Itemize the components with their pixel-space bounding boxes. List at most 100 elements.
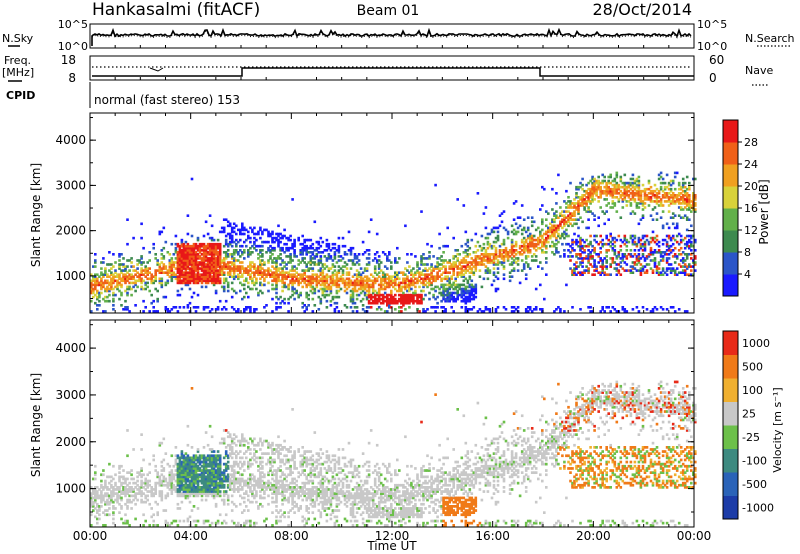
power-cell <box>371 281 375 285</box>
power-cell <box>126 279 129 283</box>
power-cell <box>665 308 669 311</box>
power-cell <box>641 253 645 256</box>
power-cell <box>460 244 464 248</box>
velocity-cell <box>186 454 190 458</box>
power-cell <box>426 257 429 260</box>
power-cell <box>607 218 610 221</box>
power-cell <box>178 244 182 248</box>
power-cell <box>321 269 325 272</box>
power-cell <box>142 310 145 313</box>
power-cell <box>235 242 238 246</box>
power-cell <box>367 261 371 264</box>
power-cell <box>683 198 687 201</box>
velocity-cell <box>184 475 188 479</box>
power-cell <box>214 308 218 311</box>
power-cell <box>520 244 524 248</box>
power-cell <box>253 310 256 313</box>
velocity-cell <box>182 475 186 479</box>
power-cell <box>645 308 649 311</box>
power-cell <box>114 279 117 283</box>
power-cell <box>430 287 433 291</box>
velocity-cell <box>146 483 149 487</box>
velocity-cell <box>94 492 97 495</box>
power-cell <box>106 285 109 289</box>
power-cell <box>482 310 486 313</box>
velocity-cell <box>192 469 196 472</box>
power-cell <box>232 271 236 274</box>
power-cell <box>685 196 689 199</box>
power-cell <box>168 265 172 268</box>
power-cell <box>317 251 321 254</box>
velocity-cell <box>152 513 155 517</box>
power-cell <box>299 293 302 297</box>
power-cell <box>428 279 431 283</box>
power-cell <box>510 238 514 242</box>
power-cell <box>383 295 387 299</box>
power-cell <box>160 261 164 264</box>
power-cell <box>488 242 492 246</box>
power-cell <box>591 194 594 197</box>
power-cell <box>615 185 619 189</box>
power-cell <box>502 277 506 281</box>
power-cell <box>120 269 123 272</box>
power-cell <box>247 230 250 234</box>
power-cell <box>692 244 695 248</box>
power-cell <box>458 261 461 264</box>
power-cell <box>202 259 206 262</box>
power-cell <box>361 304 365 307</box>
power-cell <box>281 279 284 283</box>
power-cell <box>589 257 592 260</box>
power-cell <box>184 265 188 268</box>
power-cell <box>400 310 403 313</box>
power-cell <box>196 244 200 248</box>
power-cell <box>412 279 415 283</box>
power-cell <box>182 279 186 283</box>
power-cell <box>94 293 97 297</box>
power-cell <box>555 308 558 311</box>
power-cell <box>563 232 566 236</box>
velocity-cell <box>136 492 139 495</box>
power-cell <box>335 273 339 276</box>
power-cell <box>174 261 178 264</box>
power-cell <box>579 261 582 264</box>
power-cell <box>160 271 164 274</box>
power-cell <box>651 271 655 274</box>
velocity-cell <box>122 486 125 489</box>
power-cell <box>230 226 234 230</box>
power-cell <box>567 200 570 203</box>
power-cell <box>120 277 123 281</box>
power-cell <box>655 196 659 199</box>
power-cell <box>108 269 111 272</box>
velocity-cell <box>158 494 162 498</box>
power-cell <box>430 265 433 268</box>
power-cell <box>472 297 476 301</box>
power-cell <box>94 265 97 268</box>
power-cell <box>692 206 695 209</box>
power-cell <box>210 246 214 250</box>
power-cell <box>659 198 663 201</box>
power-cell <box>210 244 214 248</box>
power-cell <box>291 279 294 283</box>
power-cell <box>333 255 337 258</box>
power-cell <box>418 299 421 303</box>
power-cell <box>293 287 296 291</box>
power-cell <box>496 259 500 262</box>
power-cell <box>313 273 317 276</box>
power-cell <box>329 275 333 278</box>
power-cell <box>639 273 643 276</box>
power-cell <box>305 295 308 299</box>
velocity-cell <box>130 494 133 498</box>
velocity-cell <box>96 486 99 489</box>
power-cell <box>188 287 192 291</box>
power-cell <box>659 216 663 219</box>
power-cell <box>176 293 180 297</box>
power-cell <box>569 251 572 254</box>
power-cell <box>661 181 665 185</box>
power-cell <box>98 281 101 285</box>
power-cell <box>633 185 637 189</box>
power-cell <box>396 275 399 278</box>
power-cell <box>581 238 584 242</box>
power-cell <box>192 255 196 258</box>
power-cell <box>371 283 375 287</box>
power-cell <box>259 259 262 262</box>
